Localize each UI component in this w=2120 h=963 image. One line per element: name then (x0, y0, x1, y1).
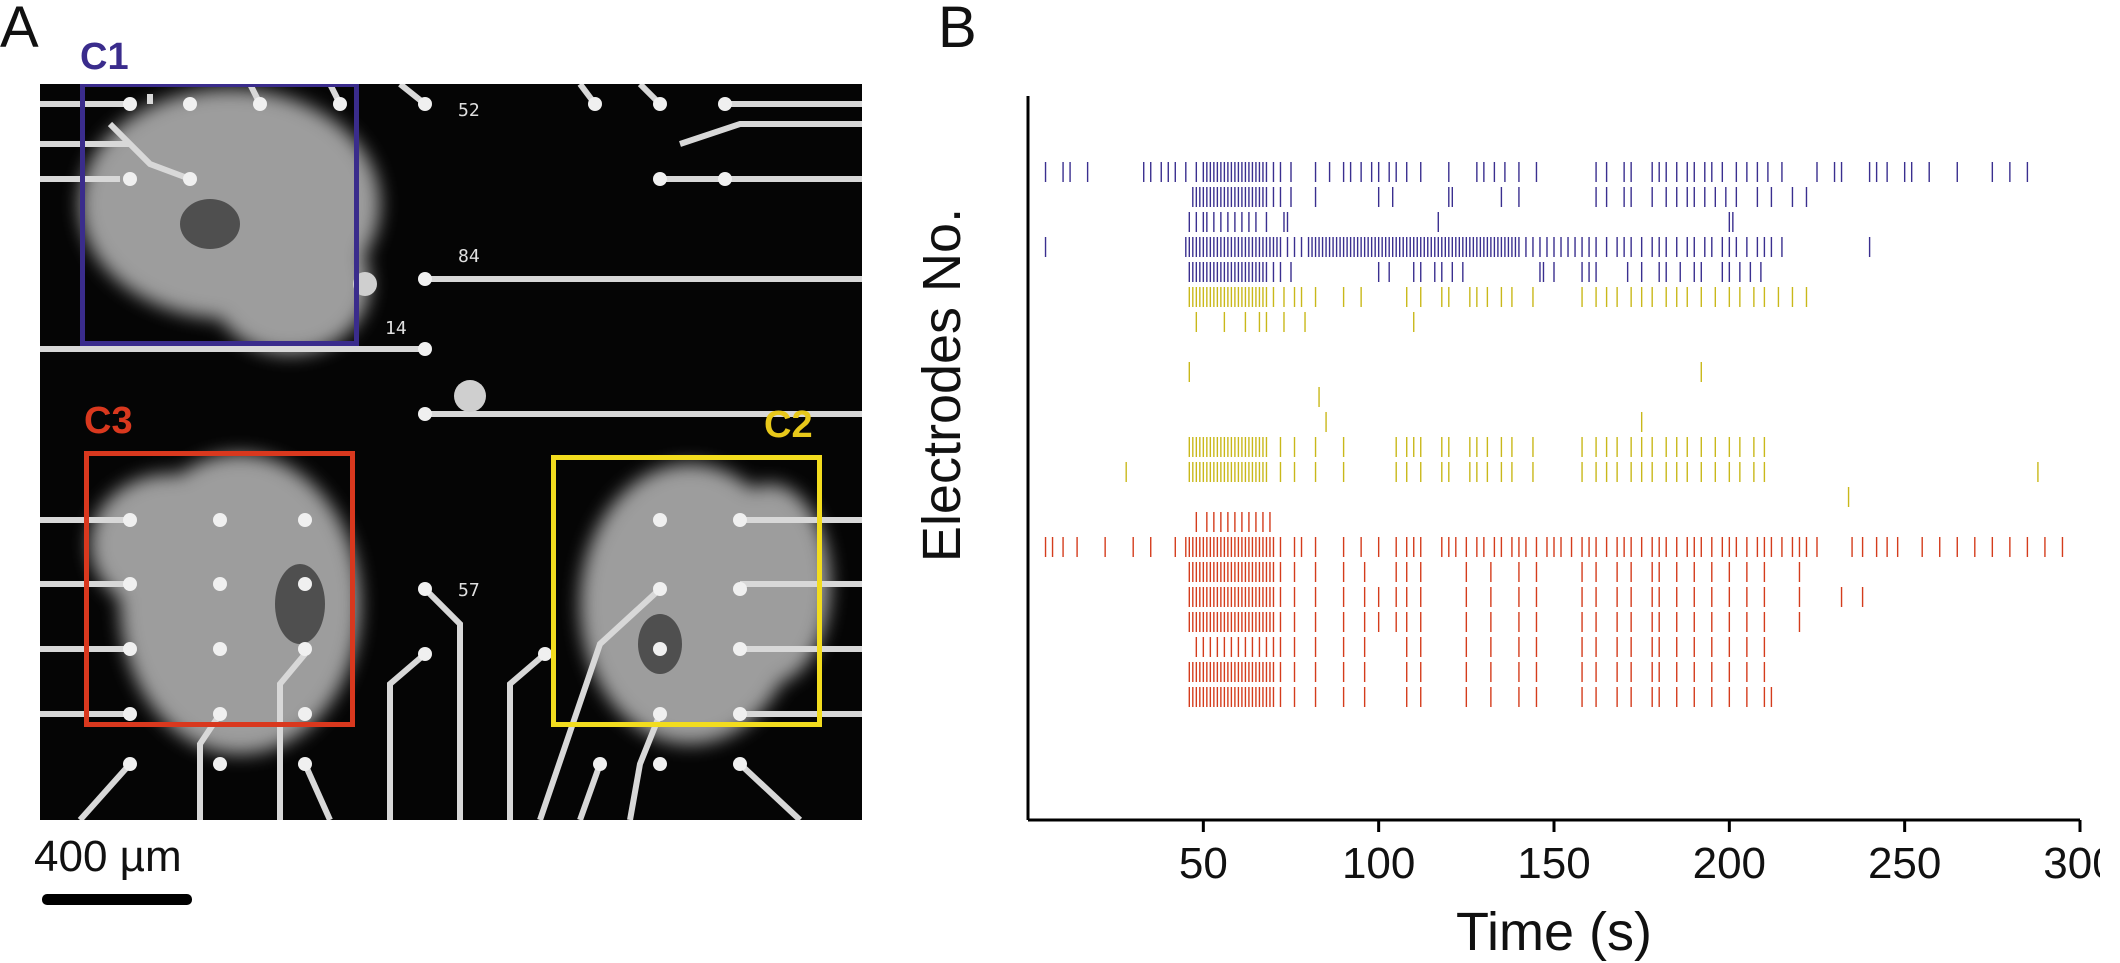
electrode-pads (123, 97, 747, 771)
spike-layer (1044, 162, 2064, 707)
x-tick-label: 150 (1517, 839, 1590, 888)
electrode-row-9 (1188, 362, 1702, 382)
panel-label-b: B (938, 0, 977, 60)
cluster-c1-box (80, 84, 359, 346)
tick-layer: 50 100 150 200 250 300 (1179, 820, 2100, 888)
electrode-row-22 (1188, 687, 1773, 707)
electrode-row-7 (1195, 312, 1415, 332)
electrode-row-3 (1188, 212, 1734, 232)
panel-label-a: A (0, 0, 39, 60)
electrode-row-21 (1188, 662, 1766, 682)
electrode-array-micrograph: 52 84 14 57 (40, 84, 862, 820)
electrode-row-16 (1044, 537, 2064, 557)
electrode-row-18 (1188, 587, 1864, 607)
electrode-row-20 (1195, 637, 1766, 657)
electrode-number-52: 52 (458, 100, 480, 121)
cluster-c2-label: C2 (764, 404, 813, 446)
x-axis-title: Time (s) (1456, 902, 1652, 962)
electrode-row-12 (1188, 437, 1766, 457)
electrode-row-15 (1195, 512, 1271, 532)
electrode-number-84: 84 (458, 246, 480, 267)
cell-tissue (80, 89, 830, 754)
electrode-row-17 (1188, 562, 1801, 582)
electrode-row-5 (1188, 262, 1762, 282)
electrode-row-2 (1192, 187, 1808, 207)
x-tick-label: 300 (2043, 839, 2100, 888)
micrograph-drawing: 52 84 14 57 (40, 84, 862, 820)
electrode-row-11 (1325, 412, 1643, 432)
electrode-row-6 (1188, 287, 1808, 307)
cluster-c1-label: C1 (80, 36, 129, 78)
y-axis-title: Electrodes No. (912, 208, 972, 562)
electrode-row-13 (1125, 462, 2039, 482)
x-tick-label: 200 (1693, 839, 1766, 888)
electrode-number-14: 14 (385, 318, 407, 339)
x-tick-label: 50 (1179, 839, 1228, 888)
x-tick-label: 250 (1868, 839, 1941, 888)
scale-bar (42, 894, 192, 905)
electrode-row-4 (1044, 237, 1871, 257)
electrode-number-57: 57 (458, 580, 480, 601)
electrode-row-1 (1044, 162, 2029, 182)
cluster-c2-box (551, 455, 822, 727)
spike-raster-chart: 50 100 150 200 250 300 Time (s) Electrodes No… (912, 96, 2100, 962)
electrode-row-19 (1188, 612, 1801, 632)
scale-bar-label: 400 µm (34, 832, 182, 881)
x-tick-label: 100 (1342, 839, 1415, 888)
cluster-c3-box (84, 451, 355, 727)
cluster-c3-label: C3 (84, 400, 133, 442)
